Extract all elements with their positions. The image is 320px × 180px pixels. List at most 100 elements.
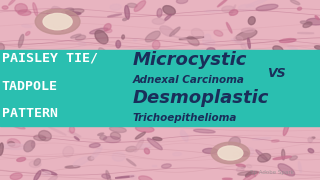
Ellipse shape xyxy=(206,39,215,46)
Text: Adnexal Carcinoma: Adnexal Carcinoma xyxy=(133,75,245,85)
Ellipse shape xyxy=(91,147,102,159)
Circle shape xyxy=(43,13,72,30)
Ellipse shape xyxy=(57,12,81,16)
Ellipse shape xyxy=(187,36,199,46)
Ellipse shape xyxy=(108,14,122,17)
Ellipse shape xyxy=(307,18,320,25)
FancyBboxPatch shape xyxy=(0,50,320,126)
Ellipse shape xyxy=(90,28,108,34)
Ellipse shape xyxy=(290,156,297,160)
Ellipse shape xyxy=(315,16,319,20)
Ellipse shape xyxy=(116,40,121,48)
Ellipse shape xyxy=(240,151,248,156)
Ellipse shape xyxy=(104,24,111,31)
Ellipse shape xyxy=(125,5,130,19)
Ellipse shape xyxy=(89,143,100,148)
Ellipse shape xyxy=(203,34,211,45)
Ellipse shape xyxy=(152,18,164,24)
Ellipse shape xyxy=(308,148,314,153)
Ellipse shape xyxy=(110,4,121,10)
Ellipse shape xyxy=(12,124,25,129)
Text: Sp Adobe Spark: Sp Adobe Spark xyxy=(250,170,293,175)
Ellipse shape xyxy=(238,4,255,11)
Ellipse shape xyxy=(248,38,250,49)
Ellipse shape xyxy=(179,37,204,40)
Circle shape xyxy=(211,142,250,164)
Ellipse shape xyxy=(228,137,240,148)
Ellipse shape xyxy=(242,148,254,156)
Ellipse shape xyxy=(52,6,66,18)
Text: Microcystic: Microcystic xyxy=(133,51,247,69)
Ellipse shape xyxy=(139,176,152,180)
Text: VS: VS xyxy=(267,67,286,80)
Ellipse shape xyxy=(278,164,295,176)
Ellipse shape xyxy=(164,14,172,21)
Ellipse shape xyxy=(298,7,301,10)
Ellipse shape xyxy=(48,127,66,135)
Ellipse shape xyxy=(71,34,81,38)
Ellipse shape xyxy=(134,139,144,152)
Ellipse shape xyxy=(152,40,160,49)
Ellipse shape xyxy=(300,21,311,24)
Ellipse shape xyxy=(194,129,215,133)
Ellipse shape xyxy=(160,26,174,36)
Ellipse shape xyxy=(10,173,22,180)
Ellipse shape xyxy=(308,137,312,143)
Ellipse shape xyxy=(193,51,205,55)
Text: PAISLEY TIE/: PAISLEY TIE/ xyxy=(2,51,98,64)
Ellipse shape xyxy=(218,0,228,7)
Ellipse shape xyxy=(298,33,314,34)
Ellipse shape xyxy=(19,34,24,48)
Ellipse shape xyxy=(243,172,258,180)
Ellipse shape xyxy=(233,152,242,158)
Ellipse shape xyxy=(229,10,238,15)
Ellipse shape xyxy=(29,161,41,167)
Ellipse shape xyxy=(291,0,300,5)
Ellipse shape xyxy=(55,16,60,26)
Text: TADPOLE: TADPOLE xyxy=(2,80,58,93)
Ellipse shape xyxy=(34,171,41,180)
Ellipse shape xyxy=(273,46,283,53)
Ellipse shape xyxy=(24,141,35,152)
Ellipse shape xyxy=(66,9,84,14)
Ellipse shape xyxy=(226,22,232,33)
Ellipse shape xyxy=(283,122,289,136)
Ellipse shape xyxy=(256,4,278,11)
Ellipse shape xyxy=(130,175,136,179)
Ellipse shape xyxy=(38,130,51,141)
Ellipse shape xyxy=(282,149,285,160)
Ellipse shape xyxy=(288,46,297,50)
Ellipse shape xyxy=(8,141,15,146)
Ellipse shape xyxy=(159,52,177,58)
Ellipse shape xyxy=(222,6,234,12)
Ellipse shape xyxy=(162,164,171,168)
Ellipse shape xyxy=(112,152,125,161)
Ellipse shape xyxy=(34,159,41,165)
Ellipse shape xyxy=(234,36,243,42)
Ellipse shape xyxy=(279,39,296,43)
Ellipse shape xyxy=(65,166,80,168)
Ellipse shape xyxy=(74,137,79,140)
Ellipse shape xyxy=(231,39,249,47)
Ellipse shape xyxy=(258,154,271,162)
Ellipse shape xyxy=(236,167,244,172)
Ellipse shape xyxy=(7,139,20,148)
Ellipse shape xyxy=(26,31,30,35)
Ellipse shape xyxy=(228,51,236,56)
Ellipse shape xyxy=(62,8,74,14)
Ellipse shape xyxy=(52,24,64,31)
Ellipse shape xyxy=(247,165,252,168)
Ellipse shape xyxy=(214,30,223,36)
Ellipse shape xyxy=(180,133,189,137)
Ellipse shape xyxy=(163,6,175,15)
Ellipse shape xyxy=(122,35,124,39)
Ellipse shape xyxy=(69,126,75,133)
Ellipse shape xyxy=(123,18,127,21)
Ellipse shape xyxy=(135,125,154,132)
Ellipse shape xyxy=(106,29,112,33)
Ellipse shape xyxy=(2,6,8,9)
Ellipse shape xyxy=(17,158,26,161)
Ellipse shape xyxy=(236,164,245,167)
Ellipse shape xyxy=(145,31,160,42)
Ellipse shape xyxy=(102,174,110,179)
